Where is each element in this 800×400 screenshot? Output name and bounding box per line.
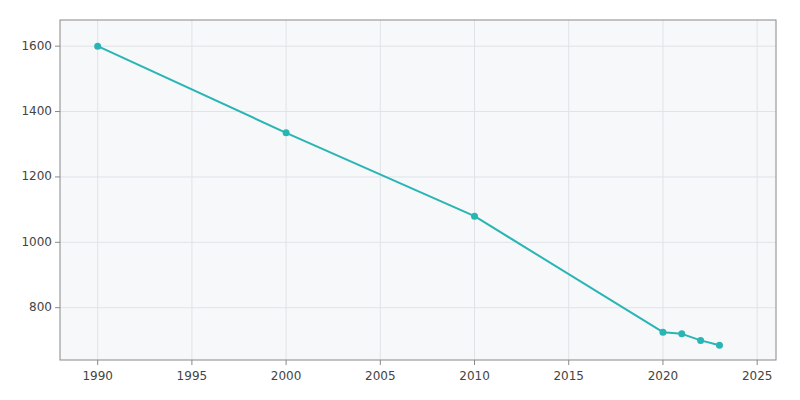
x-tick bbox=[757, 360, 758, 365]
x-tick bbox=[191, 360, 192, 365]
y-grid-line bbox=[60, 307, 776, 308]
y-tick bbox=[55, 176, 60, 177]
series bbox=[94, 43, 723, 349]
y-tick bbox=[55, 111, 60, 112]
x-grid-line bbox=[380, 20, 381, 360]
y-tick-label: 800 bbox=[29, 300, 52, 314]
x-grid-line bbox=[757, 20, 758, 360]
y-grid-line bbox=[60, 46, 776, 47]
y-grid-line bbox=[60, 111, 776, 112]
x-grid-line bbox=[474, 20, 475, 360]
x-grid-line bbox=[97, 20, 98, 360]
x-tick-label: 2010 bbox=[459, 369, 490, 383]
axes: 800 1000 1200 1400 1600 1990 1995 2000 2005 2010 2… bbox=[21, 20, 776, 383]
x-tick-label: 2000 bbox=[271, 369, 302, 383]
y-grid-line bbox=[60, 176, 776, 177]
y-tick-label: 1600 bbox=[21, 39, 52, 53]
y-tick-label: 1200 bbox=[21, 169, 52, 183]
y-tick-label: 1000 bbox=[21, 235, 52, 249]
x-tick bbox=[662, 360, 663, 365]
line bbox=[98, 46, 720, 345]
x-tick-label: 2020 bbox=[648, 369, 679, 383]
x-tick-label: 1990 bbox=[82, 369, 113, 383]
x-grid-line bbox=[662, 20, 663, 360]
x-tick bbox=[474, 360, 475, 365]
x-tick-label: 2025 bbox=[742, 369, 773, 383]
plot-area bbox=[60, 20, 776, 360]
x-tick-label: 2005 bbox=[365, 369, 396, 383]
plot-frame bbox=[60, 20, 776, 360]
point bbox=[678, 330, 685, 337]
grid bbox=[60, 20, 776, 360]
x-tick bbox=[380, 360, 381, 365]
point bbox=[716, 342, 723, 349]
x-tick bbox=[568, 360, 569, 365]
y-tick bbox=[55, 242, 60, 243]
point bbox=[94, 43, 101, 50]
chart-container: 800 1000 1200 1400 1600 1990 1995 2000 2005 2010 2… bbox=[0, 0, 800, 400]
point bbox=[283, 129, 290, 136]
point bbox=[697, 337, 704, 344]
x-grid-line bbox=[568, 20, 569, 360]
point bbox=[659, 329, 666, 336]
y-tick bbox=[55, 307, 60, 308]
x-tick bbox=[97, 360, 98, 365]
x-grid-line bbox=[286, 20, 287, 360]
y-tick-label: 1400 bbox=[21, 104, 52, 118]
x-tick-label: 1995 bbox=[177, 369, 208, 383]
x-tick bbox=[286, 360, 287, 365]
chart: 800 1000 1200 1400 1600 1990 1995 2000 2005 2010 2… bbox=[0, 0, 800, 400]
point bbox=[471, 213, 478, 220]
y-tick bbox=[55, 46, 60, 47]
y-grid-line bbox=[60, 242, 776, 243]
x-tick-label: 2015 bbox=[553, 369, 584, 383]
x-grid-line bbox=[191, 20, 192, 360]
